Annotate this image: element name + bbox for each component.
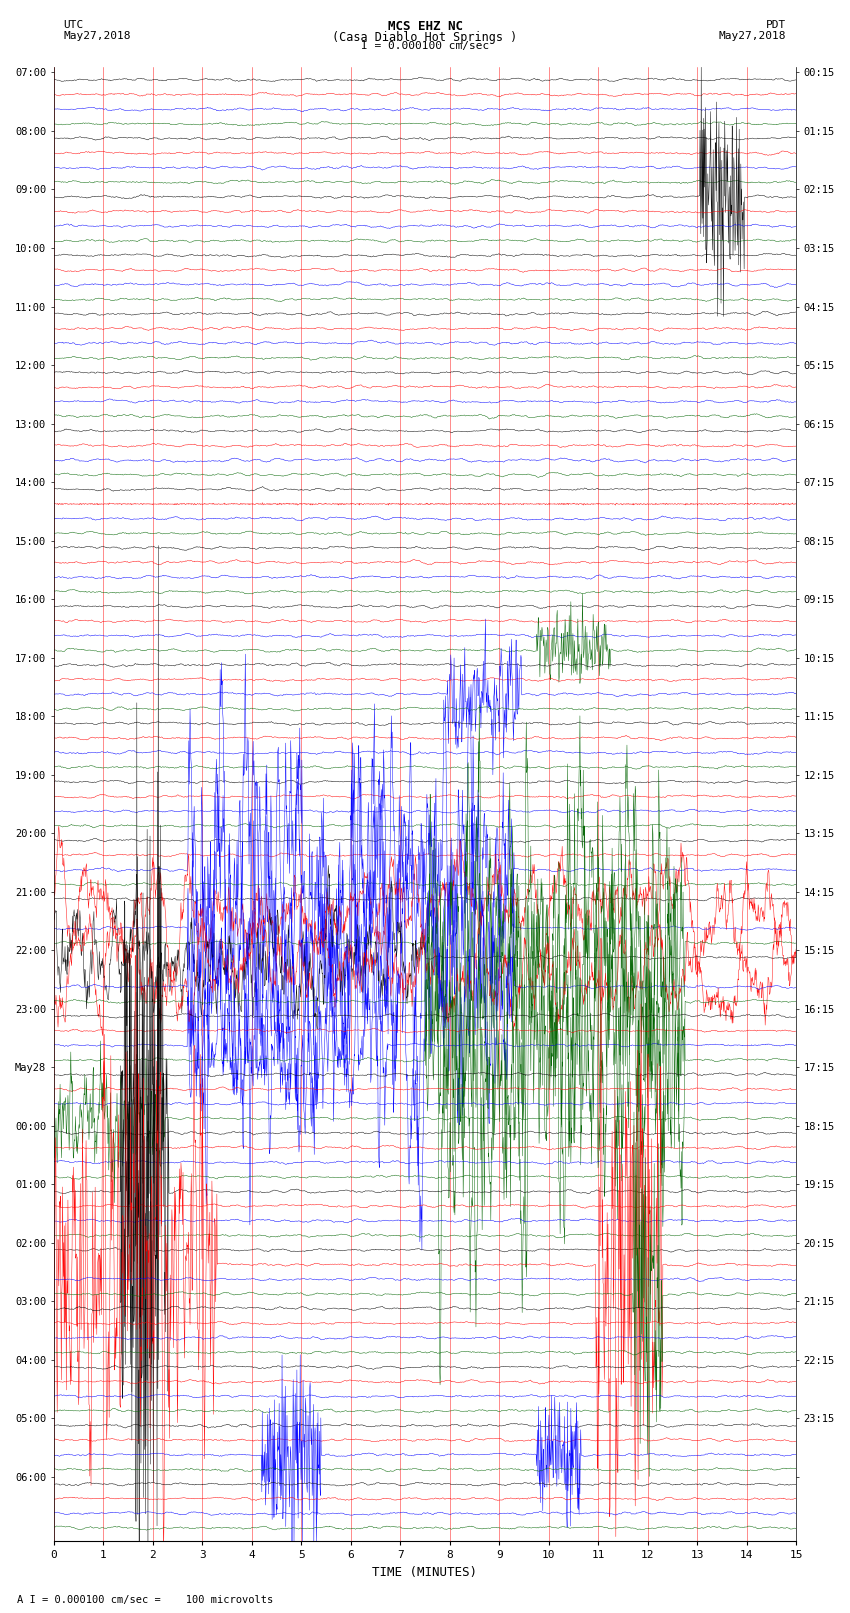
Text: May27,2018: May27,2018: [64, 31, 131, 40]
Text: (Casa Diablo Hot Springs ): (Casa Diablo Hot Springs ): [332, 31, 518, 44]
X-axis label: TIME (MINUTES): TIME (MINUTES): [372, 1566, 478, 1579]
Text: I = 0.000100 cm/sec: I = 0.000100 cm/sec: [361, 40, 489, 52]
Text: UTC: UTC: [64, 19, 84, 31]
Text: MCS EHZ NC: MCS EHZ NC: [388, 19, 462, 34]
Text: A I = 0.000100 cm/sec =    100 microvolts: A I = 0.000100 cm/sec = 100 microvolts: [17, 1595, 273, 1605]
Text: PDT: PDT: [766, 19, 786, 31]
Text: May27,2018: May27,2018: [719, 31, 786, 40]
